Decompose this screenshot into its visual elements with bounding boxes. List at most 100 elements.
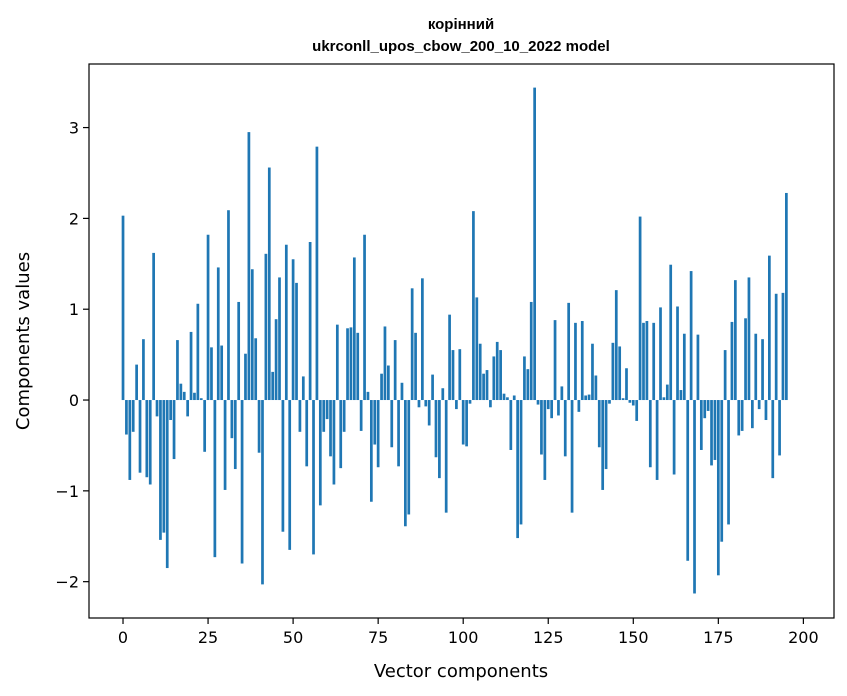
bar — [502, 393, 506, 401]
bar — [519, 400, 523, 525]
bar — [284, 244, 288, 401]
bar — [563, 400, 567, 457]
bar — [438, 400, 441, 479]
bar — [176, 340, 179, 401]
bar — [298, 400, 302, 432]
bar — [393, 340, 397, 401]
bar — [142, 339, 145, 401]
bar — [512, 395, 516, 401]
bar — [417, 400, 421, 408]
bar — [594, 375, 598, 401]
bar — [414, 332, 417, 401]
bar — [536, 400, 540, 405]
bar — [696, 334, 700, 401]
bar — [404, 400, 407, 527]
bar — [135, 364, 138, 401]
bar — [665, 384, 669, 401]
y-tick-label: 1 — [69, 300, 79, 319]
bar — [516, 400, 519, 539]
bar — [325, 400, 329, 420]
bar — [604, 400, 608, 470]
chart-title-line2: ukrconll_upos_cbow_200_10_2022 model — [312, 38, 610, 55]
bar — [186, 400, 190, 417]
bar — [240, 400, 244, 564]
bar — [648, 400, 652, 468]
bar — [455, 400, 458, 410]
y-tick-label: 2 — [69, 209, 79, 228]
bar — [706, 400, 710, 411]
bar — [376, 400, 380, 468]
bar — [359, 400, 363, 431]
bar — [213, 400, 217, 558]
bar — [730, 321, 734, 401]
bar — [278, 277, 281, 401]
bar — [771, 400, 775, 479]
bar — [227, 210, 230, 401]
bar — [584, 395, 588, 401]
bar — [410, 288, 414, 401]
bar — [380, 373, 383, 401]
bar — [271, 371, 275, 401]
bar — [121, 215, 125, 401]
bar — [550, 400, 554, 419]
bar — [465, 400, 468, 447]
bar — [774, 293, 778, 401]
bar — [387, 365, 390, 401]
bar — [710, 400, 713, 466]
bar — [652, 322, 656, 401]
bar — [699, 400, 703, 450]
bar — [441, 388, 445, 401]
bar — [431, 374, 434, 401]
bar — [468, 400, 472, 404]
bar — [339, 400, 343, 469]
bar — [631, 400, 635, 406]
bar — [444, 400, 448, 513]
bar — [509, 400, 513, 450]
bar — [720, 400, 724, 542]
bar — [482, 373, 485, 401]
bar — [335, 324, 339, 401]
bar — [424, 400, 428, 407]
bar — [472, 211, 475, 401]
x-tick-label: 25 — [198, 628, 218, 647]
bar — [169, 400, 172, 421]
bar — [216, 267, 220, 401]
bar — [543, 400, 547, 480]
bar — [733, 280, 737, 401]
bar — [189, 331, 193, 401]
x-axis-label: Vector components — [374, 661, 548, 682]
bar — [553, 320, 557, 401]
bar — [478, 343, 482, 401]
bar — [669, 264, 673, 401]
bar — [288, 400, 292, 550]
x-tick-label: 175 — [703, 628, 734, 647]
bar — [230, 400, 234, 439]
y-tick-label: −1 — [55, 482, 79, 501]
bar — [597, 400, 601, 448]
bar — [601, 400, 605, 490]
x-tick-label: 200 — [788, 628, 819, 647]
bar — [574, 322, 577, 401]
bar — [155, 400, 159, 417]
bar — [676, 306, 679, 401]
x-tick-label: 150 — [618, 628, 649, 647]
bar — [716, 400, 720, 576]
bar — [179, 383, 183, 401]
bar — [223, 400, 227, 490]
bar — [448, 314, 451, 401]
bar — [332, 400, 336, 485]
bar — [128, 400, 132, 480]
bar — [363, 234, 366, 401]
x-tick-label: 75 — [368, 628, 388, 647]
bar — [635, 400, 639, 421]
bar — [645, 321, 649, 401]
bar — [611, 342, 615, 401]
bar — [526, 369, 530, 401]
bar — [138, 400, 142, 473]
x-tick-label: 125 — [533, 628, 564, 647]
bar — [461, 400, 465, 445]
bar — [560, 386, 564, 401]
chart-title-line1: корінний — [428, 16, 494, 33]
bar — [373, 400, 377, 445]
bar — [682, 333, 686, 401]
